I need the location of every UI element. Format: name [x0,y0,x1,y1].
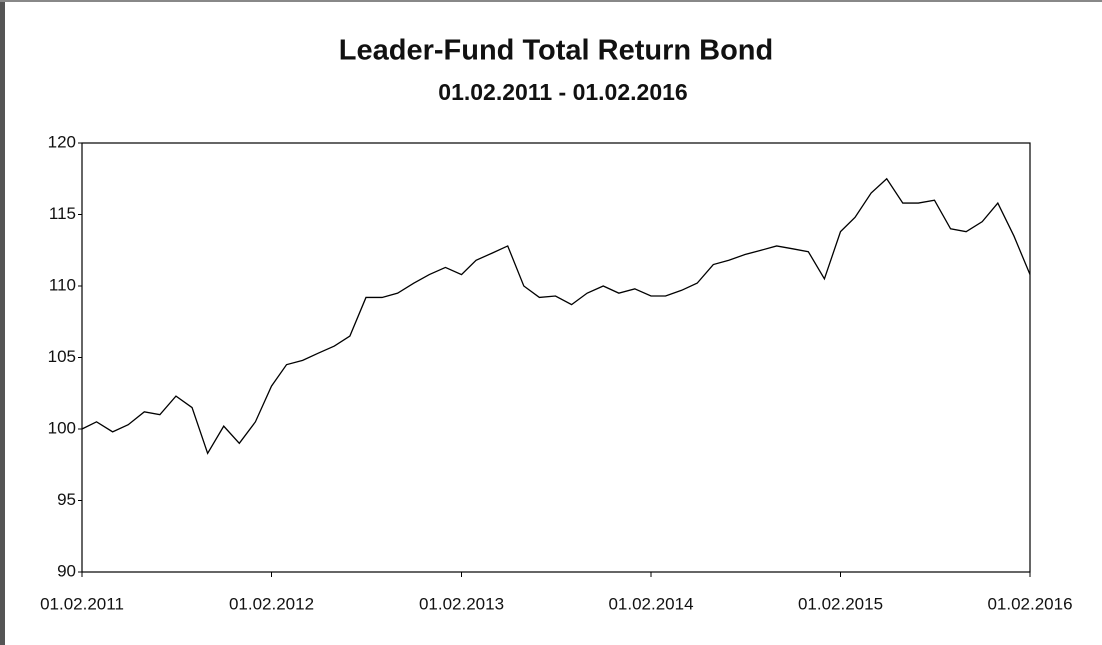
x-tick-label: 01.02.2012 [229,594,314,613]
y-tick-label: 95 [57,490,76,509]
x-tick-label: 01.02.2013 [419,594,504,613]
chart-title: Leader-Fund Total Return Bond [339,35,773,67]
y-tick-label: 115 [49,204,76,223]
y-tick-label: 105 [48,347,76,366]
left-edge [0,0,5,645]
x-tick-label: 01.02.2016 [987,594,1072,613]
y-tick-label: 100 [48,418,76,437]
y-tick-label: 110 [49,275,76,294]
plot-frame [81,142,1031,573]
x-tick-label: 01.02.2015 [798,594,883,613]
x-tick-label: 01.02.2014 [608,594,693,613]
y-tick-label: 90 [57,561,76,580]
x-tick-label: 01.02.2011 [40,594,124,613]
y-tick-label: 120 [48,132,76,151]
line-series [81,177,1031,455]
chart-subtitle: 01.02.2011 - 01.02.2016 [438,79,687,105]
